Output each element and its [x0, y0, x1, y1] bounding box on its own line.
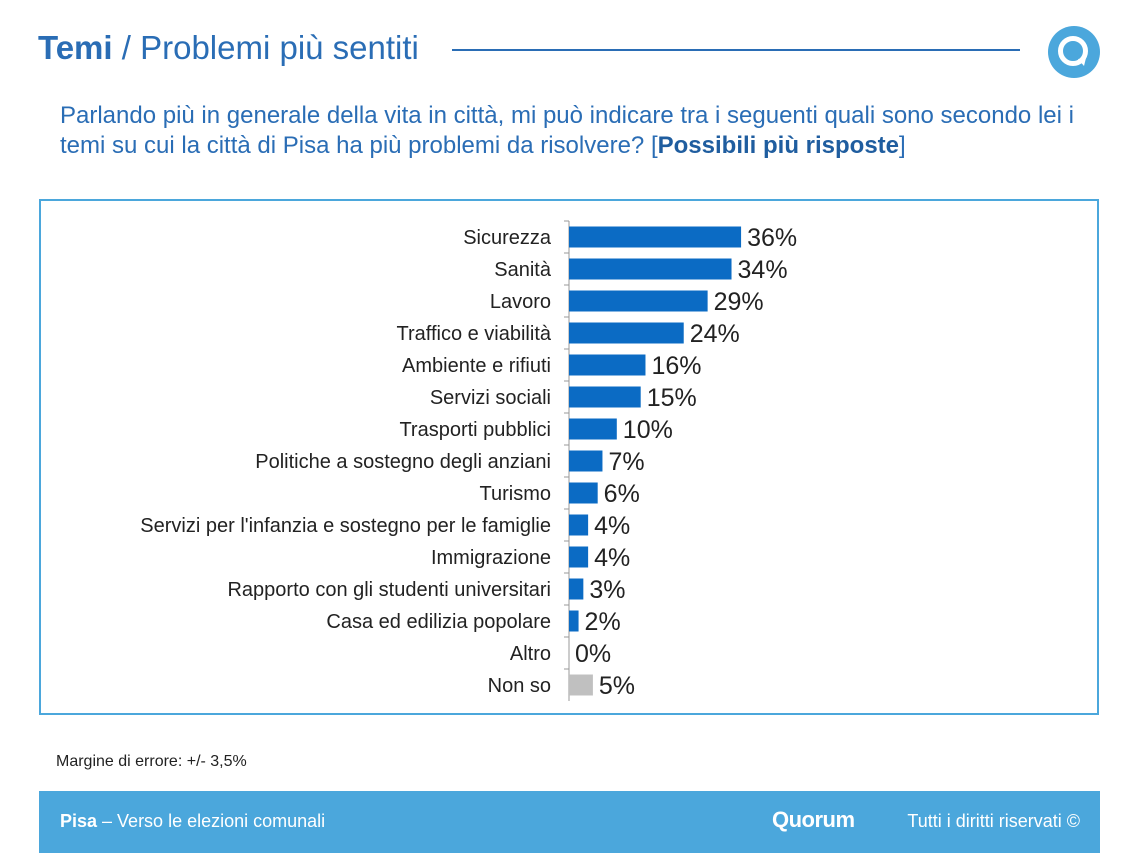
category-label: Casa ed edilizia popolare	[326, 611, 551, 633]
question-bracket-close: ]	[899, 132, 906, 159]
footer-subtitle: – Verso le elezioni comunali	[97, 811, 326, 831]
bar	[569, 674, 593, 696]
data-label: 7%	[608, 448, 644, 476]
question-answer-mode: Possibili più risposte	[657, 132, 900, 159]
question-bracket-open: [	[650, 132, 658, 159]
bar	[569, 258, 732, 280]
bar	[569, 354, 646, 376]
category-label: Servizi per l'infanzia e sostegno per le…	[140, 515, 551, 537]
data-label: 5%	[599, 672, 635, 700]
data-label: 10%	[623, 416, 673, 444]
page-title: Temi / Problemi più sentiti	[38, 26, 419, 70]
data-label: 29%	[714, 288, 764, 316]
footer-bar: Pisa – Verso le elezioni comunali Quorum…	[39, 791, 1100, 853]
category-label: Rapporto con gli studenti universitari	[227, 579, 551, 601]
footer-brand-logo: Quorum	[772, 807, 855, 832]
error-margin-note: Margine di errore: +/- 3,5%	[56, 753, 247, 770]
category-label: Trasporti pubblici	[399, 419, 551, 441]
bar	[569, 578, 584, 600]
bar	[569, 482, 598, 504]
data-label: 2%	[585, 608, 621, 636]
data-label: 4%	[594, 512, 630, 540]
chart-panel: Sicurezza 36% Sanità 34% Lavoro 29% Traffico e…	[39, 199, 1099, 715]
bar	[569, 226, 742, 248]
data-label: 15%	[647, 384, 697, 412]
category-label: Servizi sociali	[430, 387, 551, 409]
bar	[569, 418, 617, 440]
category-label: Lavoro	[490, 291, 551, 313]
data-label: 0%	[575, 640, 611, 668]
data-label: 3%	[589, 576, 625, 604]
bar	[569, 450, 603, 472]
survey-question: Parlando più in generale della vita in c…	[60, 101, 1110, 161]
question-text: Parlando più in generale della vita in c…	[60, 102, 1074, 159]
category-label: Turismo	[480, 483, 551, 505]
bar	[569, 386, 641, 408]
category-label: Politiche a sostegno degli anziani	[255, 451, 551, 473]
category-label: Sicurezza	[463, 227, 552, 249]
category-label: Traffico e viabilità	[396, 323, 551, 345]
title-separator: /	[121, 29, 131, 66]
header-divider	[452, 49, 1020, 51]
title-section: Temi	[38, 29, 113, 66]
bar-chart: Sicurezza 36% Sanità 34% Lavoro 29% Traffico e…	[140, 220, 797, 701]
footer-project: Pisa – Verso le elezioni comunali	[60, 811, 325, 832]
data-label: 24%	[690, 320, 740, 348]
bar	[569, 290, 708, 312]
bar	[569, 322, 684, 344]
title-topic: Problemi più sentiti	[140, 29, 419, 66]
quorum-q-logo-icon	[1048, 26, 1100, 78]
data-label: 4%	[594, 544, 630, 572]
category-label: Non so	[488, 675, 551, 697]
category-label: Altro	[510, 643, 551, 665]
footer-copyright: Tutti i diritti riservati ©	[907, 811, 1080, 831]
category-label: Immigrazione	[431, 547, 551, 569]
bar	[569, 546, 589, 568]
footer-city: Pisa	[60, 811, 98, 831]
bar	[569, 514, 589, 536]
category-label: Ambiente e rifiuti	[402, 355, 551, 377]
bar	[569, 610, 579, 632]
data-label: 34%	[738, 256, 788, 284]
data-label: 6%	[604, 480, 640, 508]
data-label: 16%	[651, 352, 701, 380]
data-label: 36%	[747, 224, 797, 252]
category-label: Sanità	[494, 259, 552, 281]
